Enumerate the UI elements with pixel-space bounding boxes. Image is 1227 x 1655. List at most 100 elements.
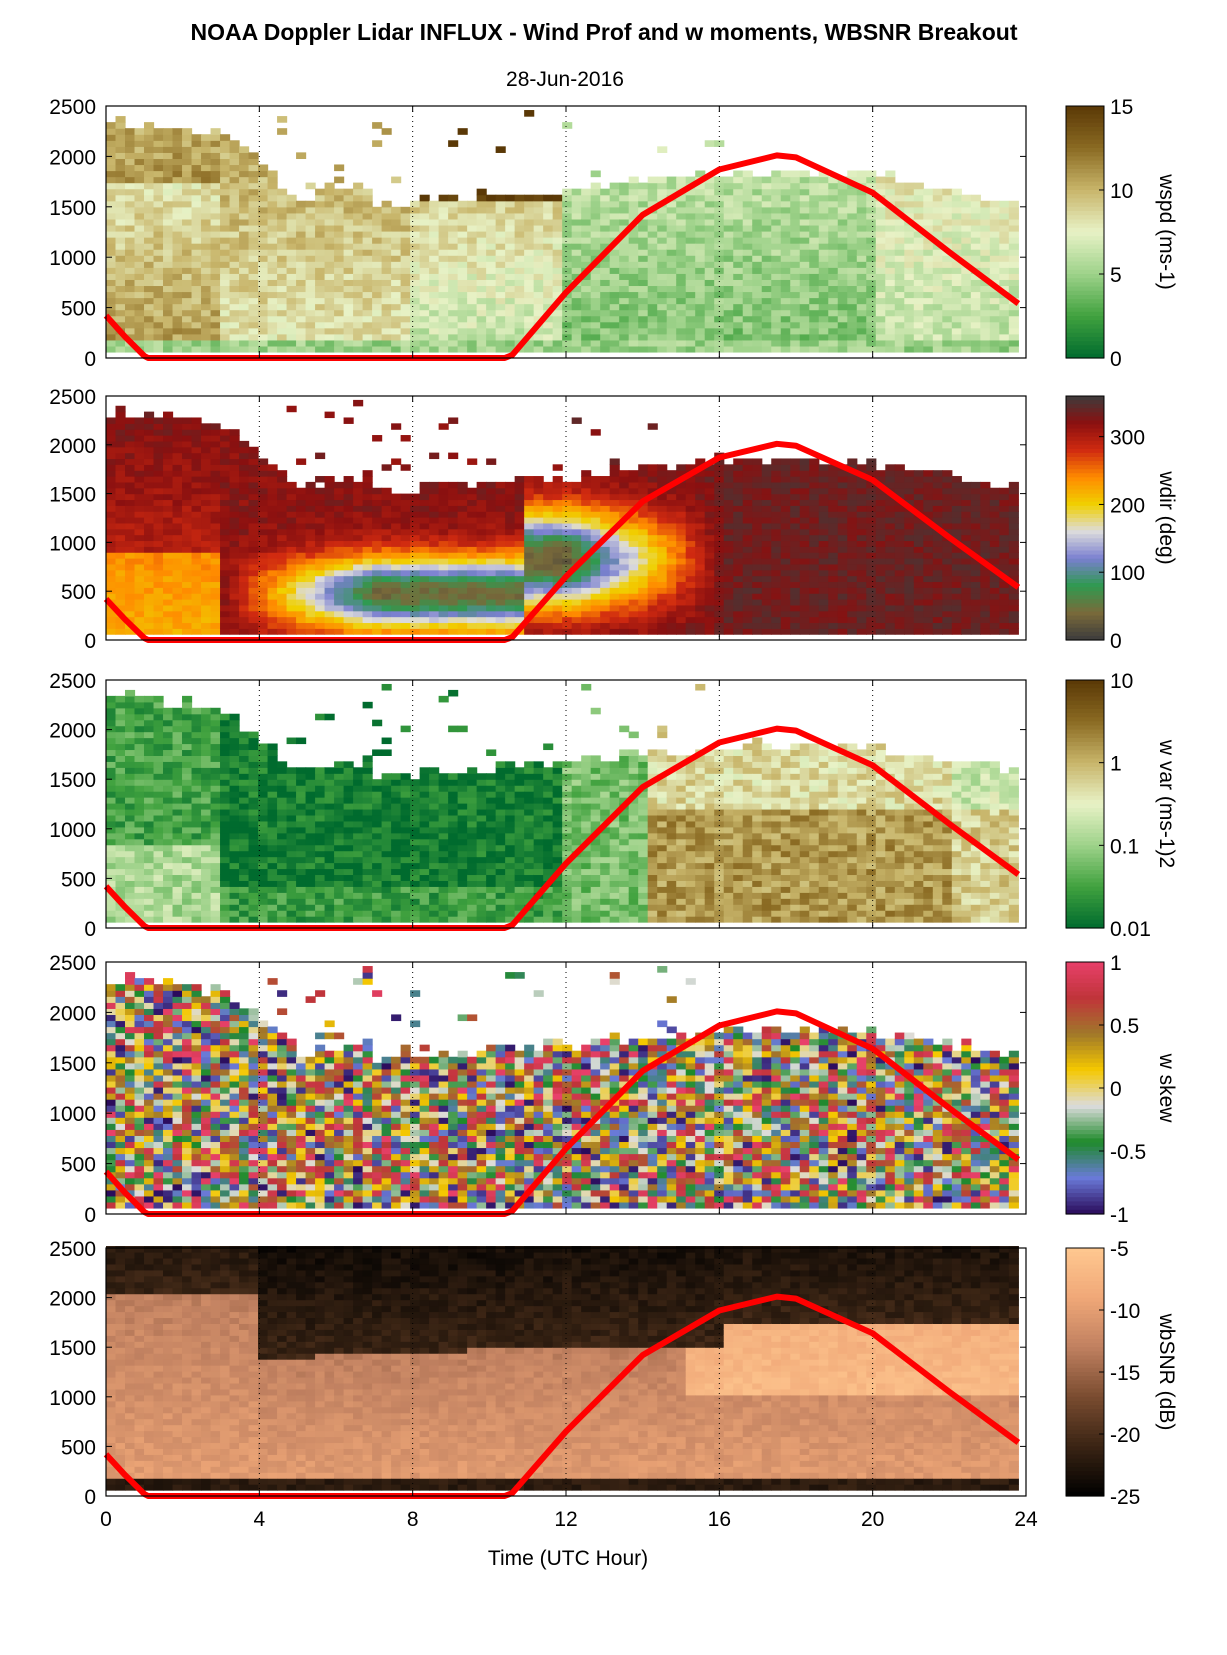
- heatmap-cell: [704, 176, 715, 184]
- heatmap-cell: [723, 224, 734, 232]
- heatmap-cell: [505, 558, 516, 565]
- heatmap-cell: [695, 200, 706, 208]
- heatmap-cell: [609, 279, 620, 287]
- heatmap-cell: [182, 593, 193, 600]
- heatmap-cell: [723, 345, 734, 353]
- heatmap-cell: [666, 297, 677, 305]
- heatmap-cell: [115, 440, 126, 448]
- heatmap-cell: [448, 224, 459, 232]
- heatmap-cell: [609, 267, 620, 274]
- heatmap-cell: [913, 273, 924, 280]
- heatmap-cell: [106, 224, 117, 232]
- heatmap-cell: [429, 327, 440, 335]
- heatmap-cell: [894, 267, 905, 274]
- heatmap-cell: [191, 470, 202, 477]
- heatmap-cell: [657, 534, 668, 542]
- heatmap-cell: [666, 333, 677, 341]
- heatmap-cell: [742, 315, 753, 323]
- heatmap-cell: [590, 558, 601, 565]
- heatmap-cell: [619, 581, 630, 588]
- heatmap-cell: [932, 206, 943, 214]
- heatmap-cell: [932, 255, 943, 262]
- heatmap-cell: [799, 279, 810, 287]
- heatmap-cell: [543, 224, 554, 232]
- heatmap-cell: [410, 291, 421, 299]
- heatmap-cell: [742, 297, 753, 305]
- heatmap-cell: [258, 200, 269, 208]
- heatmap-cell: [676, 243, 687, 250]
- heatmap-cell: [932, 188, 943, 196]
- heatmap-cell: [191, 230, 202, 238]
- heatmap-cell: [619, 194, 630, 202]
- heatmap-cell: [372, 435, 383, 442]
- heatmap-cell: [913, 333, 924, 341]
- heatmap-cell: [742, 481, 753, 489]
- heatmap-cell: [685, 188, 696, 196]
- heatmap-cell: [638, 616, 649, 624]
- heatmap-cell: [704, 303, 715, 311]
- heatmap-cell: [286, 575, 297, 583]
- heatmap-cell: [191, 339, 202, 347]
- heatmap-cell: [153, 417, 164, 424]
- heatmap-cell: [220, 511, 231, 518]
- heatmap-cell: [894, 188, 905, 196]
- heatmap-cell: [106, 285, 117, 293]
- heatmap-cell: [723, 230, 734, 238]
- heatmap-cell: [134, 587, 145, 594]
- heatmap-cell: [172, 587, 183, 594]
- heatmap-cell: [752, 279, 763, 287]
- heatmap-cell: [106, 517, 117, 524]
- heatmap-cell: [999, 339, 1010, 347]
- heatmap-cell: [771, 616, 782, 624]
- heatmap-cell: [752, 517, 763, 524]
- heatmap-cell: [286, 604, 297, 612]
- heatmap-cell: [866, 309, 877, 317]
- heatmap-cell: [970, 339, 981, 347]
- heatmap-cell: [524, 291, 535, 299]
- heatmap-cell: [866, 339, 877, 347]
- heatmap-cell: [647, 552, 658, 559]
- heatmap-cell: [153, 604, 164, 612]
- heatmap-cell: [391, 291, 402, 299]
- heatmap-cell: [875, 279, 886, 287]
- heatmap-cell: [125, 610, 136, 618]
- heatmap-cell: [486, 563, 497, 571]
- heatmap-cell: [372, 345, 383, 353]
- heatmap-cell: [704, 628, 715, 635]
- heatmap-cell: [761, 182, 772, 190]
- heatmap-cell: [771, 267, 782, 274]
- heatmap-cell: [828, 327, 839, 335]
- heatmap-cell: [666, 575, 677, 583]
- heatmap-cell: [628, 616, 639, 624]
- heatmap-cell: [410, 587, 421, 594]
- heatmap-cell: [866, 194, 877, 202]
- heatmap-cell: [115, 182, 126, 190]
- heatmap-cell: [324, 339, 335, 347]
- heatmap-cell: [106, 164, 117, 172]
- heatmap-cell: [524, 552, 535, 559]
- heatmap-cell: [619, 616, 630, 624]
- heatmap-cell: [144, 146, 155, 153]
- heatmap-cell: [239, 522, 250, 530]
- heatmap-cell: [182, 552, 193, 559]
- heatmap-cell: [391, 339, 402, 347]
- heatmap-cell: [372, 255, 383, 262]
- heatmap-cell: [742, 563, 753, 571]
- heatmap-cell: [913, 261, 924, 268]
- heatmap-cell: [524, 481, 535, 489]
- heatmap-cell: [885, 243, 896, 250]
- heatmap-cell: [495, 610, 506, 618]
- heatmap-cell: [210, 200, 221, 208]
- heatmap-cell: [524, 267, 535, 274]
- heatmap-cell: [229, 517, 240, 524]
- heatmap-cell: [210, 628, 221, 635]
- heatmap-cell: [733, 206, 744, 214]
- heatmap-cell: [999, 237, 1010, 244]
- heatmap-cell: [619, 505, 630, 512]
- heatmap-cell: [495, 309, 506, 317]
- heatmap-cell: [790, 170, 801, 178]
- heatmap-cell: [353, 345, 364, 353]
- heatmap-cell: [771, 333, 782, 341]
- heatmap-cell: [429, 528, 440, 536]
- heatmap-cell: [144, 255, 155, 262]
